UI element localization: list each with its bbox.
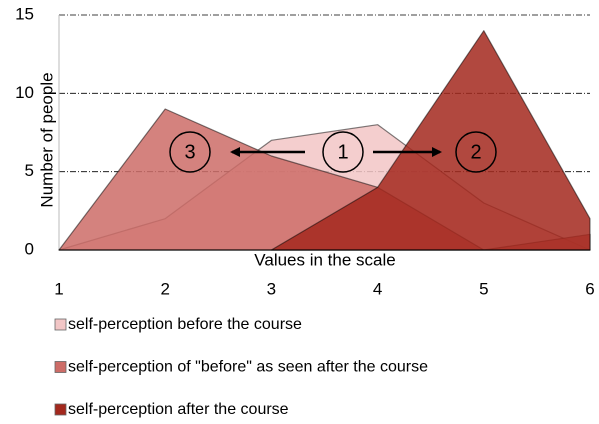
annotation: 3 [184,141,195,163]
x-tick-label: 5 [479,279,488,298]
annotation: 2 [470,141,481,163]
plot-area [58,14,591,251]
annotation: 1 [337,141,348,163]
x-tick-label: 4 [373,279,382,298]
y-axis-label: Number of people [37,72,56,207]
legend-label: self-perception of "before" as seen afte… [68,359,428,376]
x-tick-label: 6 [585,279,594,298]
annotation-circle [322,131,364,173]
y-tick-label: 5 [25,161,34,180]
y-tick-label: 0 [25,239,34,258]
y-tick-label: 10 [15,83,34,102]
annotation-circle [169,131,211,173]
legend-swatch [54,361,67,373]
x-tick-label: 3 [267,279,276,298]
x-tick-label: 1 [54,279,63,298]
x-tick-label: 2 [160,279,169,298]
legend-label: self-perception after the course [68,401,289,418]
legend-label: self-perception before the course [68,316,302,333]
annotations: 3 1 2 [169,131,497,173]
legend-swatch [54,403,67,416]
x-axis-label: Values in the scale [254,250,395,269]
annotation-circle [455,131,497,173]
legend-swatch [54,318,67,331]
y-tick-label: 15 [15,4,34,23]
